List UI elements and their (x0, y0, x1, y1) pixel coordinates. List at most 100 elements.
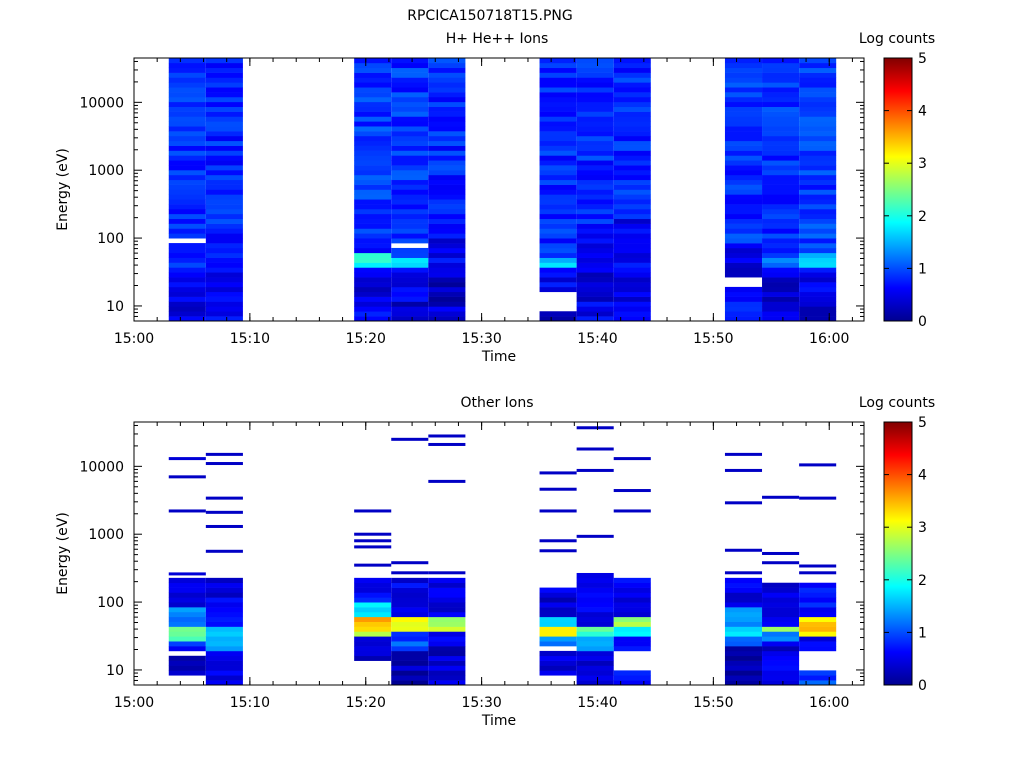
heatmap-cell (205, 223, 243, 229)
heatmap-cell (724, 607, 763, 613)
heatmap-cell (613, 135, 651, 142)
heatmap-cell (762, 189, 800, 195)
heatmap-cell (576, 145, 614, 151)
heatmap-cell (576, 58, 614, 64)
heatmap-cell (539, 631, 577, 637)
heatmap-cell (168, 72, 206, 78)
time-column (168, 58, 206, 322)
heatmap-cell (724, 272, 763, 278)
heatmap-cell (205, 92, 243, 98)
heatmap-cell (539, 101, 577, 108)
heatmap-cell (576, 602, 614, 608)
heatmap-cell (428, 442, 466, 446)
heatmap-cell (762, 282, 800, 288)
heatmap-cell (168, 140, 206, 146)
heatmap-cell (205, 496, 243, 500)
heatmap-cell (428, 165, 466, 171)
heatmap-cell (391, 199, 429, 205)
heatmap-cell (539, 272, 577, 278)
heatmap-cell (799, 67, 837, 73)
heatmap-cell (391, 194, 429, 200)
heatmap-cell (391, 597, 429, 603)
heatmap-cell (354, 262, 392, 268)
heatmap-cell (539, 58, 577, 64)
heatmap-cell (205, 616, 243, 622)
heatmap-cell (799, 675, 837, 681)
heatmap-cell (762, 646, 800, 652)
heatmap-cell (539, 77, 577, 83)
heatmap-cell (168, 174, 206, 181)
heatmap-cell (724, 452, 763, 456)
heatmap-cell (613, 155, 651, 161)
heatmap-cell (539, 471, 577, 475)
heatmap-cell (168, 101, 206, 108)
heatmap-cell (576, 631, 614, 637)
heatmap-cell (576, 655, 614, 661)
heatmap-cell (724, 311, 763, 317)
heatmap-cell (613, 145, 651, 151)
heatmap-cell (539, 126, 577, 132)
heatmap-cell (799, 670, 837, 676)
heatmap-cell (724, 296, 763, 302)
heatmap-cell (354, 272, 392, 278)
heatmap-cell (354, 602, 392, 608)
heatmap-cell (354, 92, 392, 98)
heatmap-cell (576, 131, 614, 137)
heatmap-cell (613, 189, 651, 195)
heatmap-cell (168, 62, 206, 69)
heatmap-cell (724, 571, 763, 575)
heatmap-cell (724, 501, 763, 505)
heatmap-cell (799, 160, 837, 166)
heatmap-cell (205, 267, 243, 273)
heatmap-cell (799, 87, 837, 93)
heatmap-cell (613, 131, 651, 137)
heatmap-cell (354, 641, 392, 647)
colorbar-tick-label: 0 (918, 678, 927, 694)
heatmap-cell (168, 58, 206, 64)
heatmap-cell (576, 572, 614, 579)
heatmap-cell (613, 116, 651, 122)
colorbar-gradient (883, 57, 913, 322)
heatmap-cell (539, 539, 577, 543)
heatmap-cell (724, 150, 763, 156)
heatmap-cell (391, 101, 429, 108)
heatmap-cell (576, 165, 614, 171)
heatmap-cell (391, 204, 429, 210)
heatmap-cell (391, 607, 429, 613)
heatmap-cell (539, 116, 577, 122)
heatmap-cell (205, 228, 243, 234)
heatmap-cell (724, 238, 763, 244)
heatmap-cell (539, 140, 577, 146)
heatmap-cell (724, 592, 763, 598)
heatmap-cell (205, 631, 243, 637)
heatmap-cell (799, 184, 837, 190)
heatmap-cell (428, 621, 466, 627)
heatmap-cell (576, 72, 614, 78)
heatmap-cell (762, 665, 800, 671)
heatmap-cell (205, 291, 243, 297)
heatmap-cell (576, 160, 614, 166)
heatmap-cell (391, 631, 429, 637)
heatmap-cell (539, 170, 577, 176)
heatmap-cell (539, 228, 577, 234)
heatmap-cell (762, 262, 800, 268)
heatmap-cell (391, 174, 429, 181)
heatmap-cell (168, 228, 206, 234)
heatmap-cell (613, 243, 651, 249)
figure-title: RPCICA150718T15.PNG (407, 8, 572, 24)
heatmap-cell (613, 291, 651, 297)
heatmap-cell (724, 213, 763, 220)
heatmap-cell (724, 131, 763, 137)
heatmap-cell (799, 96, 837, 103)
heatmap-cell (428, 140, 466, 146)
heatmap-cell (354, 597, 392, 603)
heatmap-cell (354, 301, 392, 307)
heatmap-cell (354, 179, 392, 185)
colorbar-gradient (883, 421, 913, 686)
heatmap-cell (428, 101, 466, 108)
heatmap-cell (613, 165, 651, 171)
heatmap-cell (724, 577, 763, 584)
heatmap-cell (205, 660, 243, 666)
heatmap-cell (799, 626, 837, 632)
heatmap-cell (205, 592, 243, 598)
